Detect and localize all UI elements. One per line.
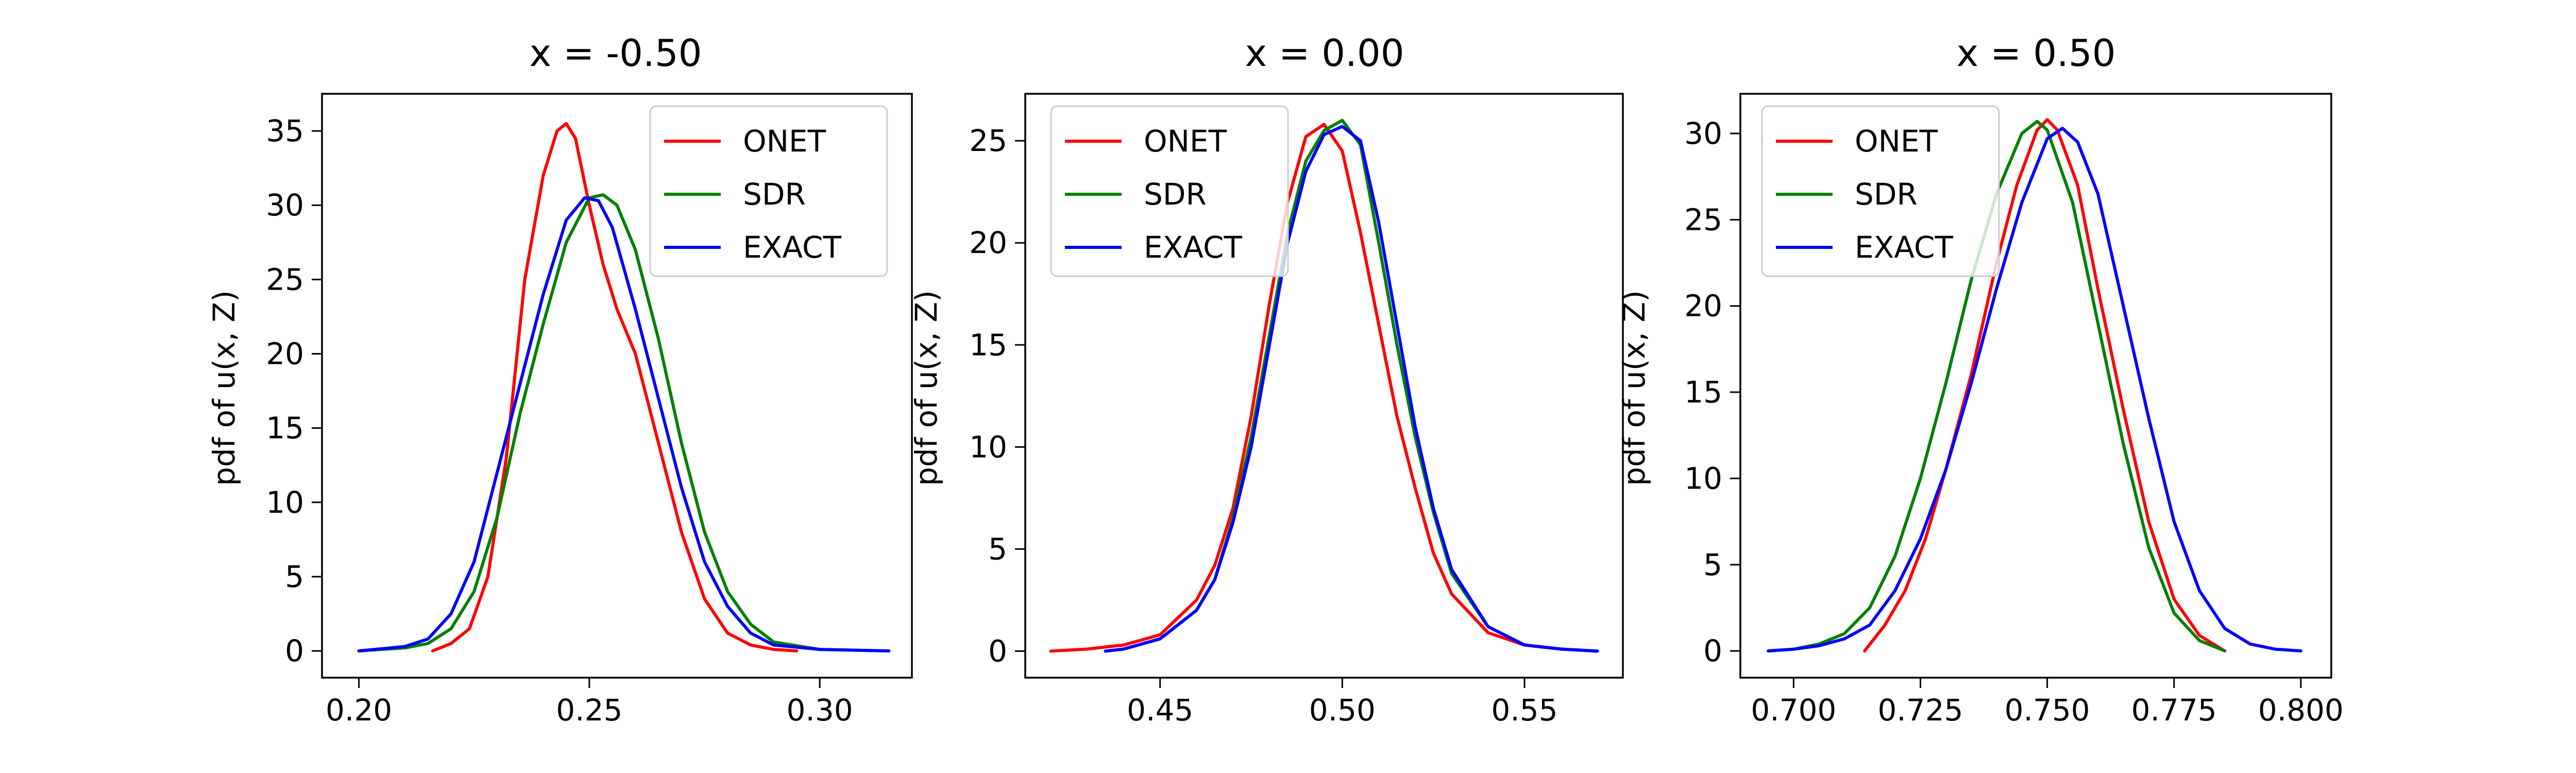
y-tick-label: 15 — [266, 411, 304, 446]
series-line-sdr — [1767, 120, 2227, 653]
series-group — [357, 122, 891, 653]
y-tick-label: 10 — [1684, 461, 1722, 496]
legend-label: SDR — [1144, 177, 1207, 212]
y-axis-label: pdf of u(x, Z) — [1617, 290, 1652, 486]
y-tick-label: 25 — [266, 262, 304, 297]
y-tick-label: 0 — [988, 634, 1007, 669]
subplot-x-minus-0.50: x = -0.50 pdf of u(x, Z) 0.20 0.25 0.30 0 5 1… — [207, 31, 913, 728]
legend-label: SDR — [1855, 177, 1918, 212]
subplot-title: x = -0.50 — [529, 31, 702, 75]
series-line-exact — [1767, 126, 2302, 653]
axes-frame — [1739, 93, 2332, 679]
legend-box — [649, 105, 888, 277]
subplot-x-0.00: x = 0.00 pdf of u(x, Z) 0.45 0.50 0.55 0 5 10… — [909, 31, 1624, 728]
legend-label: ONET — [743, 124, 826, 159]
x-tick-label: 0.750 — [2005, 693, 2090, 728]
subplot-title: x = 0.00 — [1245, 31, 1404, 75]
y-tick-label: 5 — [988, 531, 1007, 566]
y-tick-label: 20 — [969, 225, 1007, 260]
series-line-onet — [1049, 123, 1599, 653]
series-line-exact — [1104, 125, 1599, 653]
y-tick-label: 10 — [969, 429, 1007, 464]
y-tick-label: 20 — [266, 337, 304, 372]
x-tick-label: 0.800 — [2258, 693, 2344, 728]
series-group — [1049, 119, 1599, 653]
plot-area: 0.45 0.50 0.55 0 5 10 15 20 25 ONET SDR EXACT — [969, 93, 1624, 728]
y-tick-label: 15 — [969, 327, 1007, 362]
legend: ONET SDR EXACT — [1761, 105, 2000, 277]
plot-area: 0.700 0.725 0.750 0.775 0.800 0 5 10 15 20 25 30 ONE… — [1684, 93, 2344, 728]
y-tick-label: 25 — [969, 123, 1007, 158]
legend: ONET SDR EXACT — [1050, 105, 1289, 277]
y-tick-label: 25 — [1684, 202, 1722, 237]
legend-label: EXACT — [1144, 230, 1243, 265]
x-tick-label: 0.775 — [2131, 693, 2217, 728]
series-line-sdr — [357, 193, 891, 653]
legend-label: ONET — [1855, 124, 1938, 159]
y-tick-label: 10 — [266, 485, 304, 520]
y-tick-label: 30 — [266, 188, 304, 223]
y-tick-label: 30 — [1684, 116, 1722, 151]
y-tick-label: 0 — [1703, 633, 1722, 668]
x-tick-label: 0.45 — [1127, 693, 1193, 728]
y-tick-label: 5 — [285, 559, 304, 594]
y-tick-label: 15 — [1684, 375, 1722, 410]
x-tick-label: 0.725 — [1877, 693, 1963, 728]
x-tick-label: 0.700 — [1751, 693, 1836, 728]
x-tick-label: 0.50 — [1309, 693, 1376, 728]
y-tick-label: 20 — [1684, 289, 1722, 324]
legend-label: ONET — [1144, 124, 1227, 159]
legend-label: EXACT — [1855, 230, 1954, 265]
x-tick-label: 0.20 — [326, 693, 392, 728]
axes-frame — [1024, 93, 1624, 679]
x-tick-label: 0.25 — [556, 693, 622, 728]
legend-box — [1761, 105, 2000, 277]
plot-area: 0.20 0.25 0.30 0 5 10 15 20 25 30 35 ONET SDR EXACT — [266, 93, 913, 728]
y-tick-label: 0 — [285, 633, 304, 668]
subplot-x-0.50: x = 0.50 pdf of u(x, Z) 0.700 0.725 0.750 0… — [1617, 31, 2344, 728]
legend-label: EXACT — [743, 230, 842, 265]
series-line-exact — [357, 196, 891, 653]
y-axis-label: pdf of u(x, Z) — [909, 290, 944, 486]
subplot-title: x = 0.50 — [1956, 31, 2115, 75]
legend-label: SDR — [743, 177, 806, 212]
series-line-onet — [431, 122, 799, 653]
x-tick-label: 0.30 — [787, 693, 853, 728]
axes-frame — [321, 93, 913, 679]
y-axis-label: pdf of u(x, Z) — [207, 290, 242, 486]
series-group — [1767, 118, 2302, 653]
x-tick-label: 0.55 — [1491, 693, 1557, 728]
legend: ONET SDR EXACT — [649, 105, 888, 277]
y-tick-label: 5 — [1703, 547, 1722, 582]
y-tick-label: 35 — [266, 113, 304, 148]
legend-box — [1050, 105, 1289, 277]
